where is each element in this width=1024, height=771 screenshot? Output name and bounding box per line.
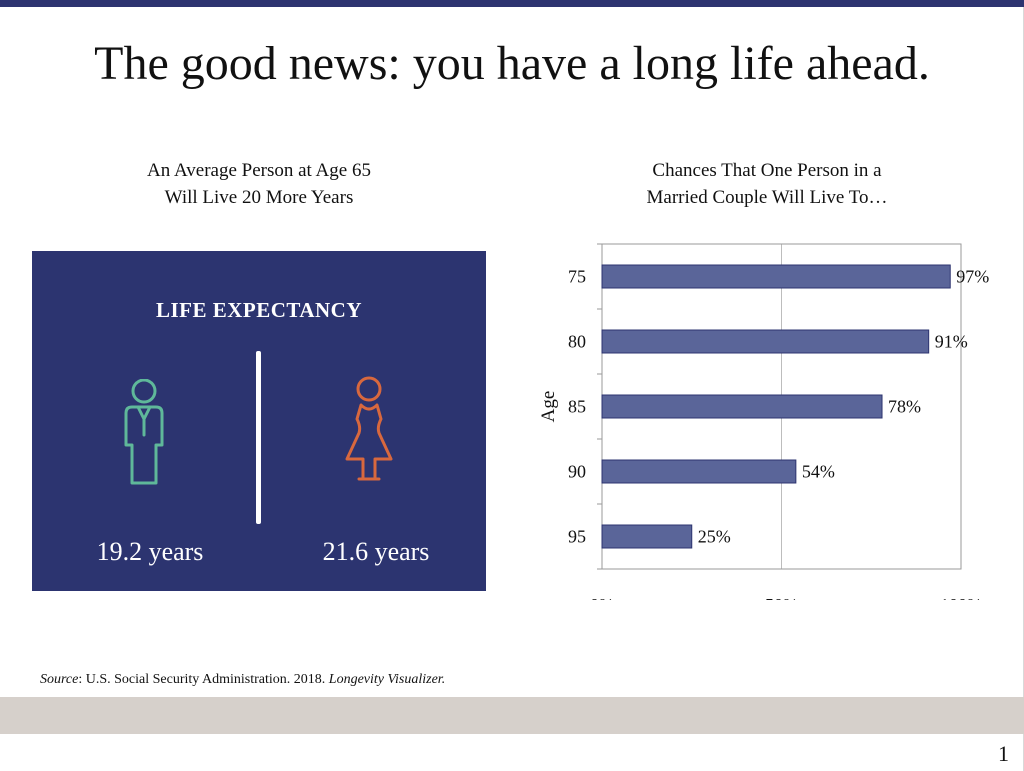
slide-title: The good news: you have a long life ahea… [94,37,930,90]
data-label-age-95: 25% [698,527,731,547]
y-tick-label-80: 80 [568,332,586,352]
survival-probability-chart: 97% 75 91% 80 78% 85 54% 90 25% 95 0% 50% 100% Age [538,243,989,600]
y-tick-label-75: 75 [568,267,586,287]
life-expectancy-panel-title: An Average Person at Age 65 Will Live 20… [33,157,485,211]
chart-panel-title: Chances That One Person in a Married Cou… [532,157,1002,211]
source-publication: Longevity Visualizer. [328,672,446,687]
gender-divider [256,351,261,524]
page-number: 1 [998,741,1009,766]
x-tick-label-2: 100% [940,595,982,600]
female-person-icon [339,375,399,485]
top-accent-bar [0,0,1024,7]
bar-age-75 [601,264,951,289]
y-axis-label: Age [538,391,559,423]
female-life-expectancy-value: 21.6 years [322,537,430,566]
left-title-line-1: An Average Person at Age 65 [147,160,371,181]
data-label-age-90: 54% [802,462,835,482]
y-tick-label-85: 85 [568,397,586,417]
right-title-line-2: Married Couple Will Live To… [646,187,888,208]
source-note: Source: U.S. Social Security Administrat… [40,672,445,688]
source-label: Source [40,672,79,687]
right-title-line-1: Chances That One Person in a [652,160,882,181]
bar-age-85 [601,394,883,419]
male-person-icon [114,378,174,487]
x-tick-label-0: 0% [590,595,614,600]
y-tick-label-95: 95 [568,527,586,547]
life-expectancy-heading: LIFE EXPECTANCY [155,298,363,322]
footer-band [0,697,1024,734]
bar-age-90 [601,459,797,484]
bar-age-80 [601,329,930,354]
left-title-line-2: Will Live 20 More Years [164,187,354,208]
y-tick-label-90: 90 [568,462,586,482]
data-label-age-75: 97% [956,267,989,287]
source-text: : U.S. Social Security Administration. 2… [78,672,329,687]
male-life-expectancy-value: 19.2 years [96,537,204,566]
data-label-age-85: 78% [888,397,921,417]
bar-age-95 [601,524,693,549]
data-label-age-80: 91% [935,332,968,352]
x-tick-label-1: 50% [765,595,798,600]
life-expectancy-panel: LIFE EXPECTANCY 19.2 years 21.6 years [32,251,486,591]
